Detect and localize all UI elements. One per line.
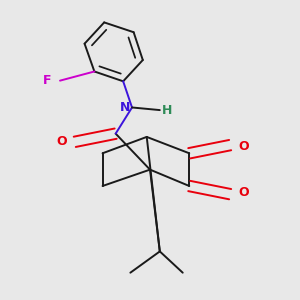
Text: F: F	[44, 74, 52, 87]
Text: O: O	[56, 135, 67, 148]
Text: N: N	[120, 101, 130, 114]
Text: O: O	[238, 186, 249, 199]
Text: O: O	[238, 140, 249, 153]
Text: H: H	[161, 103, 172, 117]
